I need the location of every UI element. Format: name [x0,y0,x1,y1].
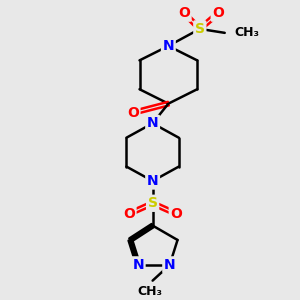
Text: O: O [178,6,190,20]
Text: N: N [163,39,174,53]
Text: O: O [212,6,224,20]
Text: N: N [147,174,158,188]
Text: N: N [164,258,176,272]
Text: N: N [132,258,144,272]
Text: O: O [127,106,139,120]
Text: O: O [123,207,135,221]
Text: S: S [195,22,205,36]
Text: CH₃: CH₃ [137,285,163,298]
Text: S: S [148,196,158,210]
Text: O: O [170,207,182,221]
Text: CH₃: CH₃ [234,26,259,39]
Text: N: N [147,116,158,130]
